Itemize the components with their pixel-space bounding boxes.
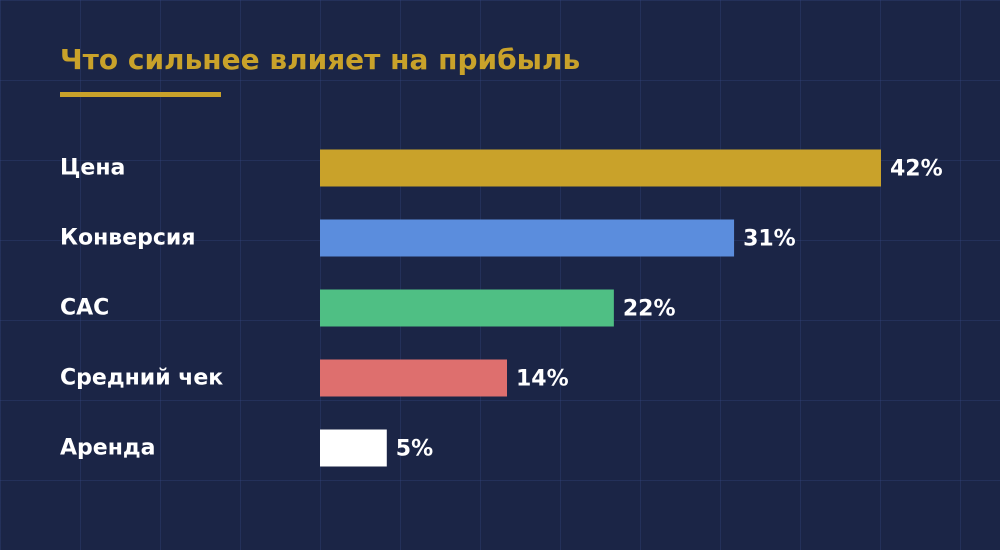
category-label: CAC xyxy=(60,296,109,321)
category-label: Средний чек xyxy=(60,366,223,391)
value-label: 14% xyxy=(516,367,569,392)
bar-row: Средний чек 14% xyxy=(60,359,569,397)
bar-row: CAC 22% xyxy=(60,289,676,327)
value-label: 31% xyxy=(743,227,796,252)
bar-row: Цена 42% xyxy=(60,149,943,187)
bar-row: Аренда 5% xyxy=(60,429,433,467)
category-label: Цена xyxy=(60,156,125,181)
value-label: 22% xyxy=(623,297,676,322)
category-label: Аренда xyxy=(60,436,156,461)
chart-title: Что сильнее влияет на прибыль xyxy=(60,43,581,76)
bar xyxy=(320,219,735,257)
category-label: Конверсия xyxy=(60,226,195,251)
bar xyxy=(320,289,614,327)
bar xyxy=(320,359,507,397)
bar xyxy=(320,149,881,187)
value-label: 5% xyxy=(396,437,433,462)
value-label: 42% xyxy=(890,157,943,182)
title-underline xyxy=(60,92,221,97)
bar-row: Конверсия 31% xyxy=(60,219,796,257)
bar xyxy=(320,429,387,467)
